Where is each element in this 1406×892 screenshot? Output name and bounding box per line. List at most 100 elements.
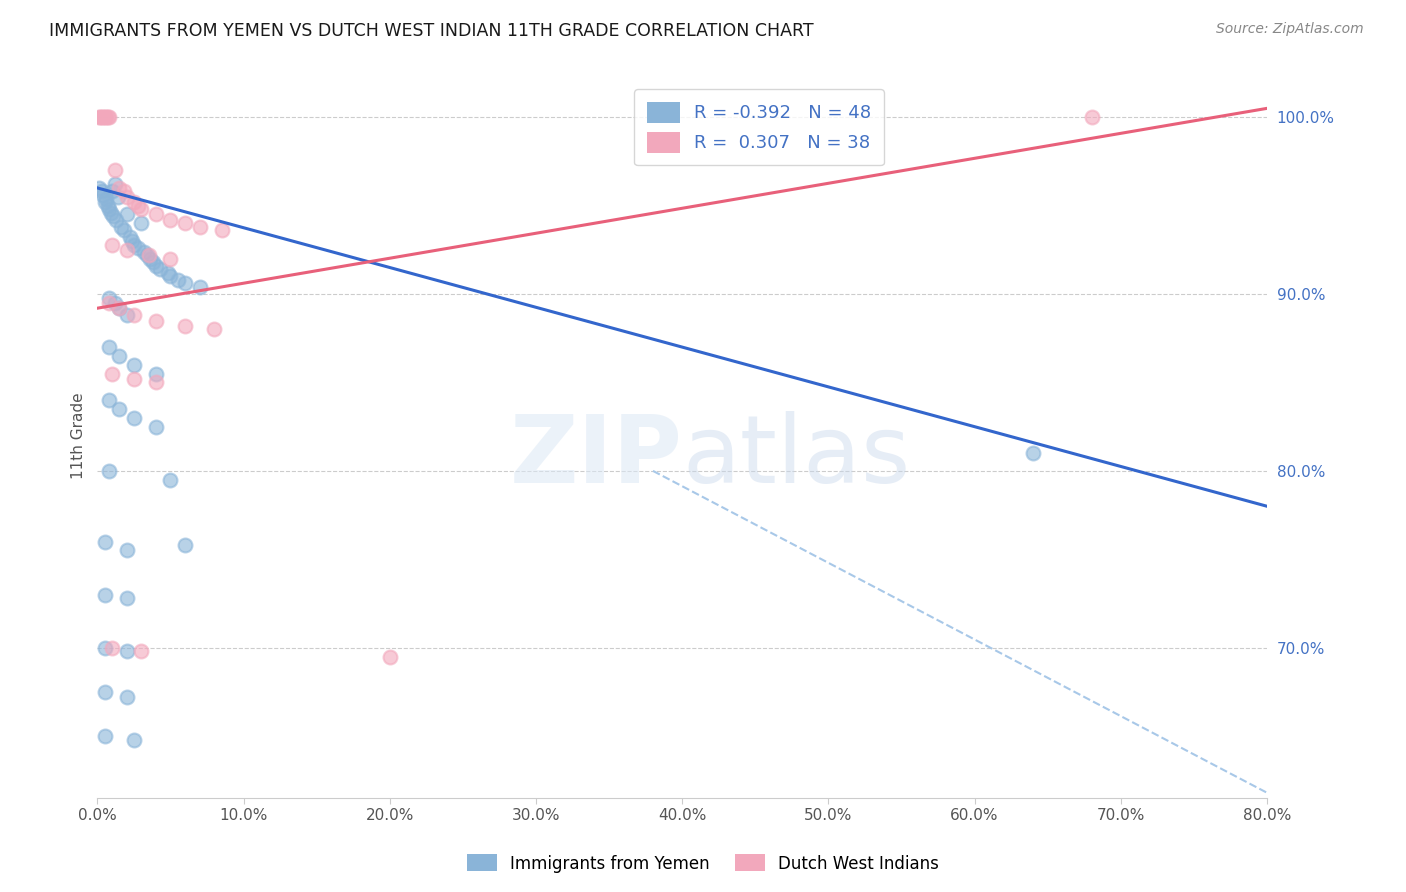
Text: atlas: atlas <box>682 411 911 503</box>
Point <box>98 340 121 354</box>
Point <box>101 640 124 655</box>
Point <box>127 199 149 213</box>
Point <box>174 538 197 552</box>
Point <box>115 591 138 606</box>
Point <box>115 190 138 204</box>
Point <box>97 110 120 124</box>
Point <box>93 729 115 743</box>
Point <box>104 163 127 178</box>
Point <box>115 243 138 257</box>
Point <box>115 543 138 558</box>
Point <box>101 237 124 252</box>
Point <box>378 649 401 664</box>
Point <box>103 209 125 223</box>
Point <box>108 181 131 195</box>
Point <box>108 402 131 417</box>
Point <box>98 464 121 478</box>
Point <box>129 202 152 216</box>
Point <box>159 252 181 266</box>
Point <box>122 410 145 425</box>
Point <box>129 216 152 230</box>
Point <box>87 181 110 195</box>
Point <box>108 349 131 363</box>
Point <box>98 291 121 305</box>
Point <box>118 230 141 244</box>
Point <box>139 252 162 266</box>
Point <box>108 301 131 316</box>
Point <box>202 322 225 336</box>
Point <box>104 178 127 192</box>
Point <box>174 318 197 333</box>
Point <box>136 248 159 262</box>
Point <box>110 219 132 234</box>
Point <box>211 223 233 237</box>
Point <box>107 190 129 204</box>
Legend: Immigrants from Yemen, Dutch West Indians: Immigrants from Yemen, Dutch West Indian… <box>460 847 946 880</box>
Text: IMMIGRANTS FROM YEMEN VS DUTCH WEST INDIAN 11TH GRADE CORRELATION CHART: IMMIGRANTS FROM YEMEN VS DUTCH WEST INDI… <box>49 22 814 40</box>
Point <box>93 588 115 602</box>
Point <box>115 207 138 221</box>
Point <box>1022 446 1045 460</box>
Point <box>145 367 167 381</box>
Point <box>101 185 124 199</box>
Point <box>91 110 114 124</box>
Point <box>98 110 121 124</box>
Point <box>129 644 152 658</box>
Point <box>122 372 145 386</box>
Point <box>105 212 128 227</box>
Point <box>156 266 179 280</box>
Point <box>115 644 138 658</box>
Point <box>121 234 143 248</box>
Legend: R = -0.392   N = 48, R =  0.307   N = 38: R = -0.392 N = 48, R = 0.307 N = 38 <box>634 89 884 165</box>
Point <box>93 110 115 124</box>
Point <box>101 367 124 381</box>
Point <box>174 277 197 291</box>
Point <box>112 223 135 237</box>
Point <box>98 202 121 216</box>
Point <box>142 255 165 269</box>
Point <box>145 259 167 273</box>
Point <box>145 419 167 434</box>
Point <box>122 237 145 252</box>
Point <box>112 185 135 199</box>
Point <box>127 241 149 255</box>
Point <box>100 205 122 219</box>
Point <box>159 269 181 284</box>
Point <box>122 732 145 747</box>
Point <box>93 685 115 699</box>
Point <box>145 313 167 327</box>
Point <box>188 219 211 234</box>
Point <box>104 296 127 310</box>
Point <box>93 195 115 210</box>
Point <box>1080 110 1102 124</box>
Point <box>93 640 115 655</box>
Point <box>89 110 111 124</box>
Point <box>98 393 121 408</box>
Point <box>122 308 145 322</box>
Text: Source: ZipAtlas.com: Source: ZipAtlas.com <box>1216 22 1364 37</box>
Point <box>174 216 197 230</box>
Y-axis label: 11th Grade: 11th Grade <box>72 392 86 479</box>
Point <box>122 358 145 372</box>
Point <box>115 690 138 705</box>
Point <box>94 192 117 206</box>
Point <box>97 199 120 213</box>
Point <box>90 110 112 124</box>
Point <box>149 262 172 277</box>
Point <box>188 280 211 294</box>
Point <box>115 308 138 322</box>
Point <box>134 244 156 259</box>
Point <box>93 534 115 549</box>
Point <box>145 376 167 390</box>
Point <box>166 273 188 287</box>
Point <box>108 301 131 316</box>
Point <box>122 195 145 210</box>
Point <box>159 473 181 487</box>
Point <box>98 296 121 310</box>
Point <box>94 110 117 124</box>
Text: ZIP: ZIP <box>509 411 682 503</box>
Point <box>87 110 110 124</box>
Point <box>145 207 167 221</box>
Point <box>90 185 112 199</box>
Point <box>159 212 181 227</box>
